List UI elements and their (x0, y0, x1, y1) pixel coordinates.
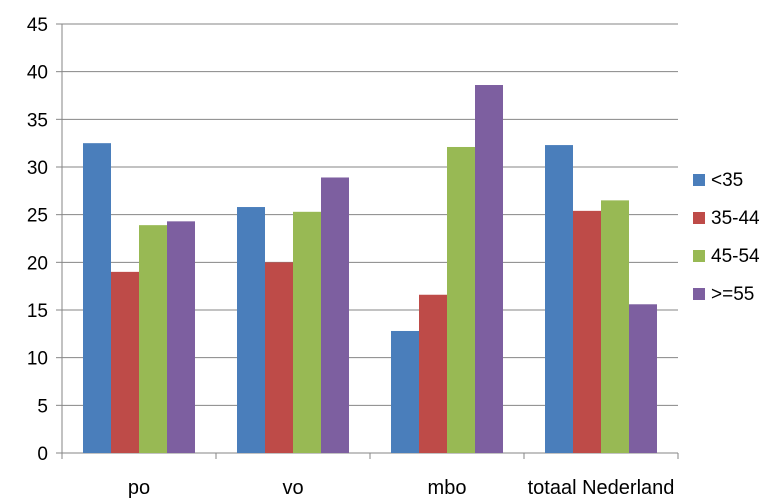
y-tick-label: 35 (27, 110, 48, 131)
bar-1-1 (265, 262, 293, 453)
y-tick-label: 30 (27, 158, 48, 179)
x-category-label: vo (282, 477, 303, 499)
bar-0-3 (167, 221, 195, 453)
y-tick-label: 45 (27, 15, 48, 36)
bar-3-1 (573, 210, 601, 453)
bar-3-0 (545, 145, 573, 453)
y-tick-label: 5 (37, 396, 48, 417)
bar-2-2 (447, 146, 475, 454)
bar-1-3 (321, 177, 349, 453)
y-tick-label: 20 (27, 253, 48, 274)
bar-0-2 (139, 225, 167, 453)
x-category-label: totaal Nederland (528, 477, 675, 499)
y-tick-label: 15 (27, 301, 48, 322)
legend-label: <35 (711, 170, 743, 191)
bar-1-2 (293, 211, 321, 453)
x-category-label: mbo (428, 477, 467, 499)
y-tick-label: 25 (27, 206, 48, 227)
bar-3-2 (601, 200, 629, 453)
x-category-label: po (128, 477, 150, 499)
legend-swatch (693, 250, 705, 262)
y-tick-label: 40 (27, 63, 48, 84)
legend-label: 45-54 (711, 246, 760, 267)
legend-swatch (693, 212, 705, 224)
bar-3-3 (629, 304, 657, 453)
y-tick-label: 10 (27, 349, 48, 370)
bar-0-0 (83, 143, 111, 453)
bar-2-3 (475, 85, 503, 453)
bar-2-1 (419, 294, 447, 453)
bar-0-1 (111, 271, 139, 453)
y-tick-label: 0 (37, 444, 48, 465)
legend-swatch (693, 174, 705, 186)
legend-label: >=55 (711, 284, 754, 305)
bar-2-0 (391, 330, 419, 453)
bar-1-0 (237, 207, 265, 453)
legend-swatch (693, 288, 705, 300)
legend-label: 35-44 (711, 208, 760, 229)
